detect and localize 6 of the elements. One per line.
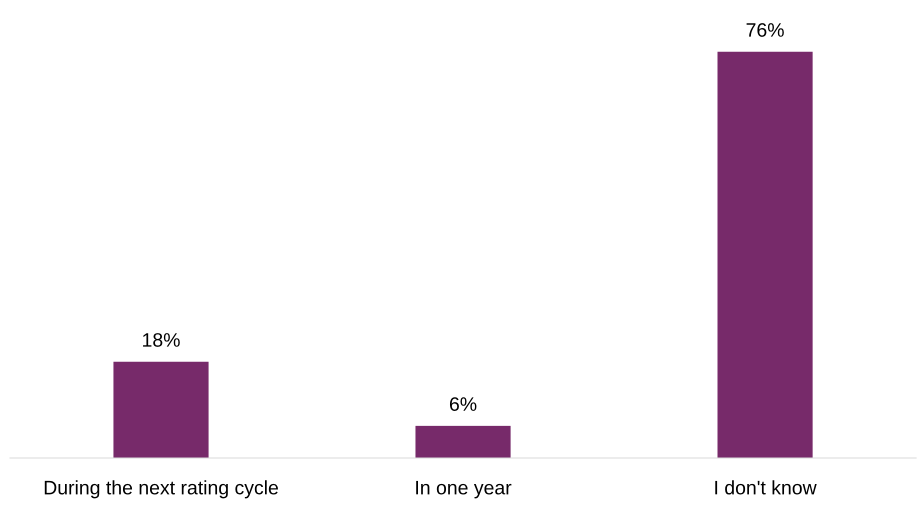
data-label: 18%	[143, 333, 180, 347]
x-tick-label: I don't know	[715, 480, 817, 495]
x-tick-label: In one year	[416, 480, 512, 498]
data-label: 6%	[450, 397, 476, 411]
x-tick-label: During the next rating cycle	[44, 480, 278, 498]
data-label: 76%	[746, 23, 784, 37]
